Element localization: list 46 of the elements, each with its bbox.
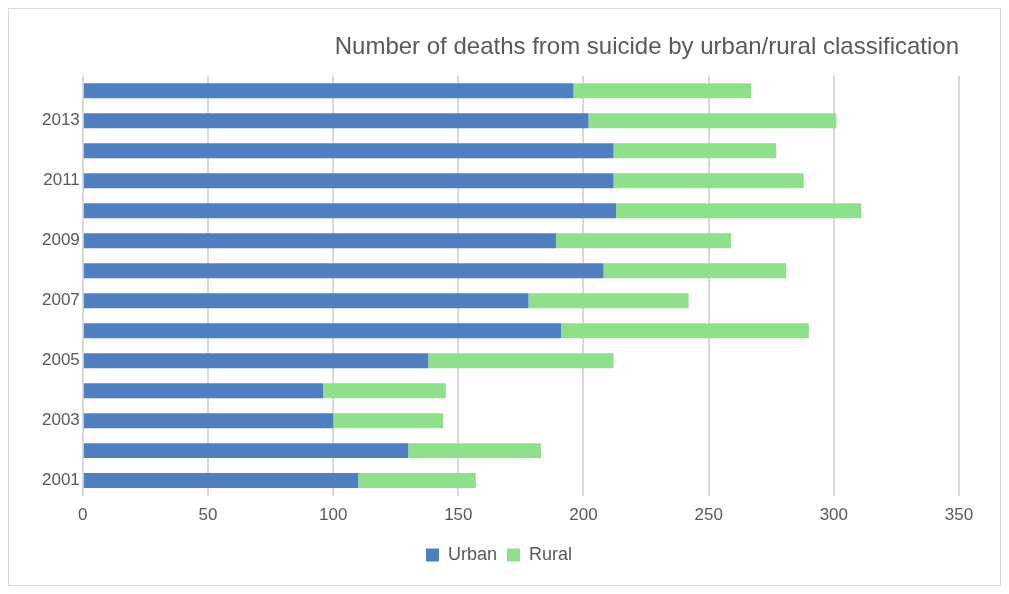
bar — [333, 413, 444, 429]
bar — [528, 293, 689, 309]
legend-label: Rural — [529, 543, 573, 564]
y-tick-label: 2005 — [41, 350, 80, 370]
y-tick-label: 2011 — [43, 170, 80, 190]
bar — [83, 293, 529, 309]
bar — [613, 143, 777, 159]
bar — [613, 173, 804, 189]
y-tick-label: 2009 — [41, 230, 80, 250]
bar — [83, 173, 614, 189]
bar — [83, 443, 409, 459]
y-tick-label: 2003 — [41, 410, 80, 430]
x-tick-label: 300 — [819, 505, 849, 525]
y-tick-label: 2001 — [41, 470, 80, 490]
x-tick-label: 50 — [198, 505, 218, 525]
bar — [83, 383, 324, 399]
bar — [83, 83, 574, 99]
bar — [83, 263, 604, 279]
bar — [323, 383, 446, 399]
bar — [408, 443, 541, 459]
y-tick-label: 2013 — [41, 110, 80, 130]
bar — [616, 203, 862, 219]
x-tick-label: 200 — [569, 505, 598, 525]
bar — [83, 413, 334, 429]
bar — [83, 203, 617, 219]
bar — [358, 473, 476, 489]
bar — [83, 323, 561, 339]
y-tick-label: 2007 — [41, 290, 80, 310]
x-tick-label: 150 — [444, 505, 473, 525]
bar — [588, 113, 837, 129]
x-tick-label: 0 — [78, 505, 88, 525]
bar — [83, 143, 614, 159]
x-tick-label: 350 — [944, 505, 974, 525]
bar — [555, 233, 732, 249]
bar — [83, 233, 556, 249]
x-tick-label: 250 — [694, 505, 723, 525]
bar — [560, 323, 809, 339]
x-tick-label: 100 — [318, 505, 348, 525]
bar — [573, 83, 752, 99]
legend-label: Urban — [447, 543, 498, 564]
bar — [83, 353, 429, 369]
chart-title: Number of deaths from suicide by urban/rural classification — [334, 32, 959, 60]
bar — [83, 473, 359, 489]
bar — [83, 113, 589, 129]
bar — [603, 263, 787, 279]
bar — [428, 353, 614, 369]
